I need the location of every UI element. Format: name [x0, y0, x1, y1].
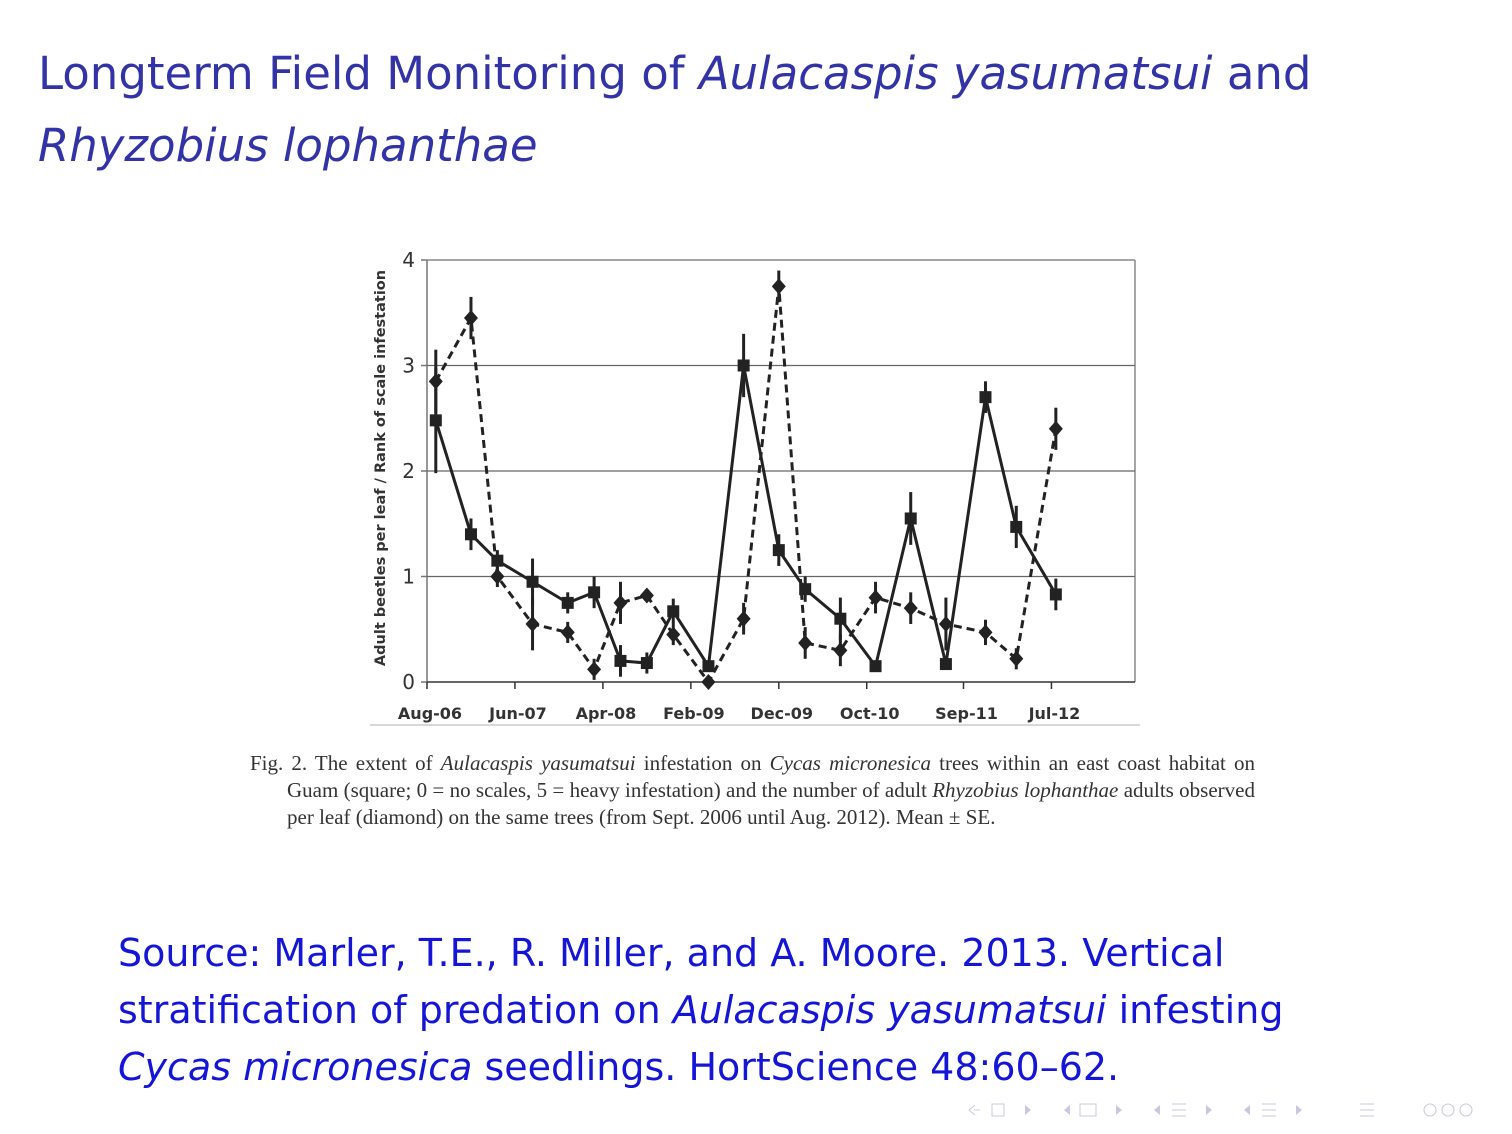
- diamond-marker: [736, 610, 751, 627]
- text-run: seedlings. HortScience 48:60–62.: [472, 1045, 1120, 1089]
- text-run: Source: Marler, T.E., R. Miller, and A. …: [118, 931, 1225, 1032]
- x-tick-label: Jun-07: [488, 704, 547, 723]
- diamond-marker: [613, 594, 628, 611]
- diamond-marker: [868, 589, 883, 606]
- diamond-marker: [1048, 420, 1063, 437]
- diamond-marker: [938, 615, 953, 632]
- y-tick-label: 4: [402, 248, 415, 272]
- series-line: [434, 286, 1058, 685]
- square-marker: [1049, 588, 1062, 601]
- figure-caption: Fig. 2. The extent of Aulacaspis yasumat…: [250, 750, 1255, 831]
- diamond-marker: [587, 661, 602, 678]
- x-tick-label: Feb-09: [663, 704, 725, 723]
- diamond-marker: [525, 615, 540, 632]
- diamond-marker: [666, 626, 681, 643]
- square-marker: [834, 612, 847, 625]
- diamond-marker: [428, 373, 443, 390]
- diamond-marker: [560, 624, 575, 641]
- text-run: Aulacaspis yasumatsui: [672, 988, 1107, 1032]
- diamond-marker: [771, 278, 786, 295]
- text-run: Rhyzobius lophanthae: [38, 119, 538, 172]
- diamond-marker: [701, 674, 716, 690]
- y-tick-label: 2: [402, 459, 415, 483]
- text-run: trees within an east coast habitat on Gu…: [287, 751, 1256, 802]
- text-run: Rhyzobius lophanthae: [932, 778, 1119, 802]
- square-marker: [464, 528, 477, 541]
- diamond-marker: [903, 600, 918, 617]
- text-run: Fig. 2. The extent of: [250, 751, 441, 775]
- text-run: infestation on: [635, 751, 770, 775]
- square-marker: [429, 414, 442, 427]
- square-marker: [491, 554, 504, 567]
- square-marker: [869, 660, 882, 673]
- diamond-marker: [833, 642, 848, 659]
- diamond-marker: [490, 568, 505, 585]
- text-run: Aulacaspis yasumatsui: [698, 47, 1213, 100]
- y-tick-label: 0: [402, 670, 415, 694]
- y-axis-label: Adult beetles per leaf / Rank of scale i…: [373, 270, 389, 666]
- square-marker: [561, 596, 574, 609]
- square-marker: [588, 586, 601, 599]
- text-run: Aulacaspis yasumatsui: [440, 751, 636, 775]
- diamond-marker: [978, 624, 993, 641]
- x-tick-label: Sep-11: [935, 704, 998, 723]
- x-tick-label: Jul-12: [1028, 704, 1081, 723]
- square-marker: [737, 359, 750, 372]
- diamond-marker: [1009, 650, 1024, 667]
- y-tick-label: 1: [402, 565, 415, 589]
- text-run: Cycas micronesica: [769, 751, 931, 775]
- slide-title: Longterm Field Monitoring of Aulacaspis …: [38, 38, 1458, 182]
- square-marker: [904, 512, 917, 525]
- text-run: Longterm Field Monitoring of: [38, 47, 699, 100]
- text-run: infesting: [1106, 988, 1284, 1032]
- text-run: Cycas micronesica: [118, 1045, 473, 1089]
- diamond-marker: [463, 310, 478, 327]
- y-tick-label: 3: [402, 354, 415, 378]
- square-marker: [772, 544, 785, 557]
- square-marker: [640, 657, 653, 670]
- diamond-marker: [798, 634, 813, 651]
- x-tick-label: Apr-08: [576, 704, 637, 723]
- square-marker: [526, 575, 539, 588]
- x-tick-label: Dec-09: [751, 704, 814, 723]
- text-run: adults observed per leaf (diamond) on th…: [287, 778, 1255, 829]
- square-marker: [614, 654, 627, 667]
- x-tick-label: Aug-06: [398, 704, 462, 723]
- square-marker: [1010, 520, 1023, 533]
- square-marker: [979, 391, 992, 404]
- square-marker: [939, 658, 952, 671]
- source-citation: Source: Marler, T.E., R. Miller, and A. …: [118, 925, 1398, 1096]
- x-tick-label: Oct-10: [840, 704, 900, 723]
- square-marker: [667, 605, 680, 618]
- diamond-marker: [639, 587, 654, 604]
- nav-icons: [968, 1103, 1473, 1117]
- text-run: and: [1212, 47, 1312, 100]
- square-marker: [702, 660, 715, 673]
